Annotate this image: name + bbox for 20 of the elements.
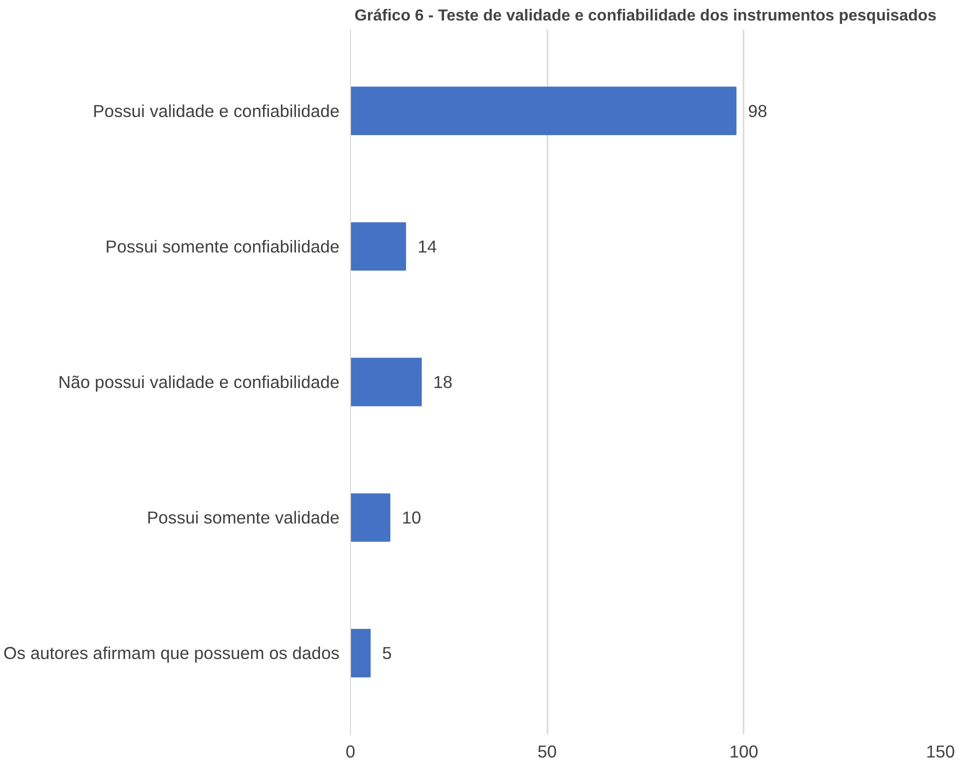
x-tick-label: 50 — [538, 742, 557, 762]
bar — [350, 222, 406, 271]
bar — [350, 628, 371, 678]
bar — [350, 86, 736, 136]
y-tick-label: Possui validade e confiabilidade — [92, 100, 340, 121]
x-tick-label: 150 — [926, 742, 955, 762]
y-tick-label: Os autores afirmam que possuem os dados — [3, 643, 340, 664]
data-label: 5 — [382, 643, 392, 664]
y-tick-label: Não possui validade e confiabilidade — [58, 372, 340, 392]
bar — [350, 493, 390, 542]
data-label: 10 — [402, 508, 422, 528]
bar — [350, 358, 422, 406]
y-tick-label: Possui somente confiabilidade — [105, 236, 340, 256]
x-tick-label: 0 — [346, 742, 356, 762]
x-tick-label: 100 — [729, 742, 758, 762]
data-label: 18 — [433, 372, 453, 392]
data-label: 14 — [418, 236, 438, 256]
data-label: 98 — [748, 100, 768, 121]
chart-title: Gráfico 6 - Teste de validade e confiabilidade dos instrumentos pesquisados — [354, 8, 937, 24]
y-tick-label: Possui somente validade — [146, 508, 340, 528]
